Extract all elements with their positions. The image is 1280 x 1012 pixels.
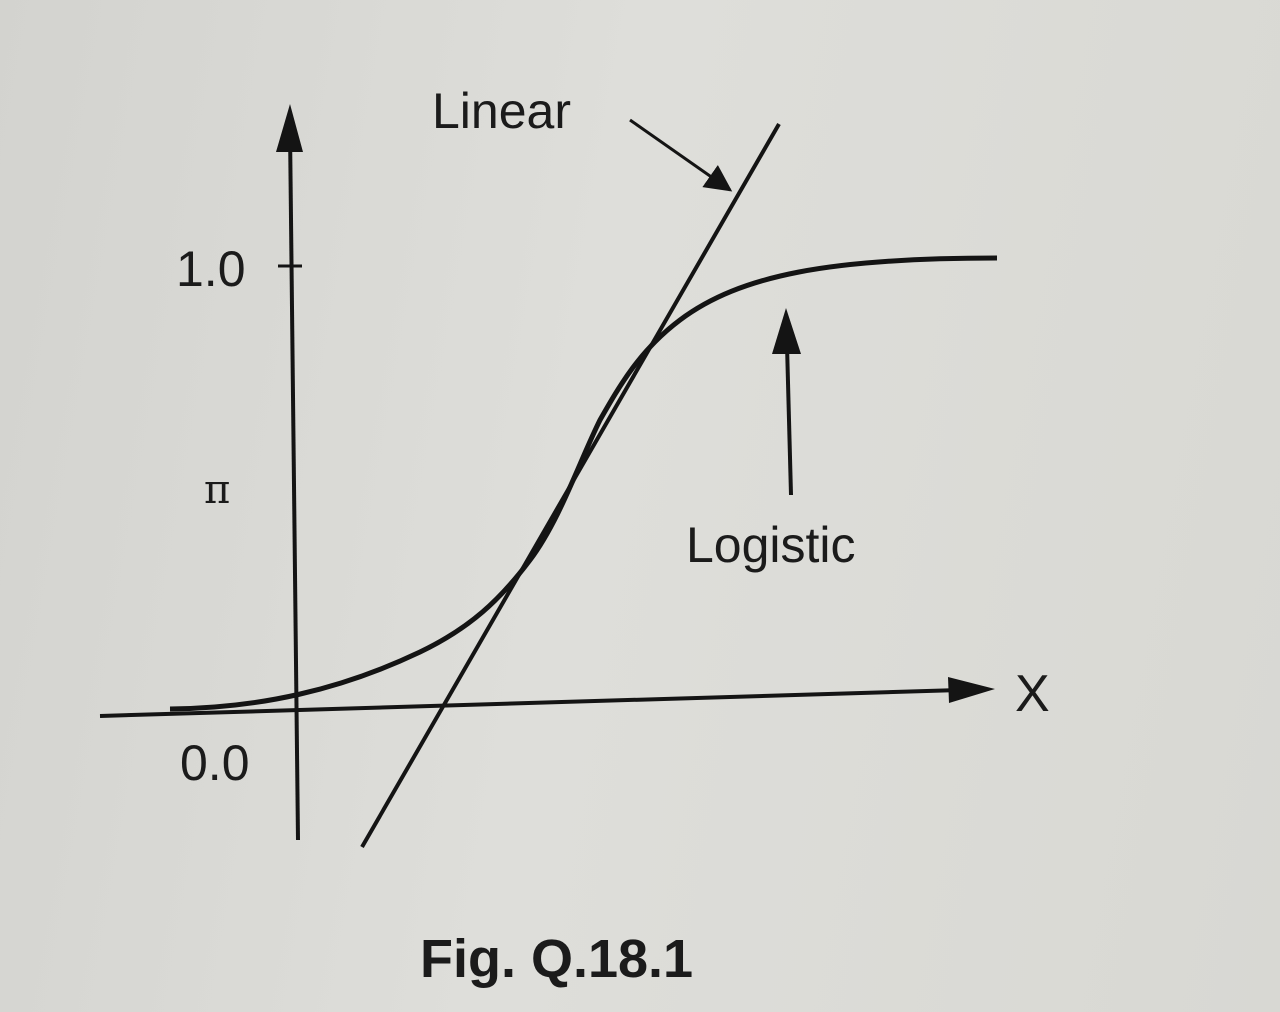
figure-caption: Fig. Q.18.1	[420, 929, 694, 989]
y-axis-arrowhead	[276, 104, 303, 152]
x-axis-label: X	[1015, 665, 1050, 723]
logistic-pointer-arrowhead	[772, 308, 801, 354]
y-tick-label-top: 1.0	[176, 241, 246, 297]
y-axis-label: π	[204, 467, 231, 513]
y-tick-label-bottom: 0.0	[180, 735, 250, 791]
logistic-pointer-shaft	[785, 344, 793, 496]
linear-label: Linear	[432, 83, 571, 139]
linear-pointer-arrow	[629, 118, 733, 192]
x-axis-line	[99, 688, 961, 718]
x-axis-arrowhead	[948, 677, 995, 703]
logistic-label: Logistic	[686, 517, 856, 573]
logistic-curve	[169, 255, 998, 712]
y-axis-line	[288, 129, 300, 841]
